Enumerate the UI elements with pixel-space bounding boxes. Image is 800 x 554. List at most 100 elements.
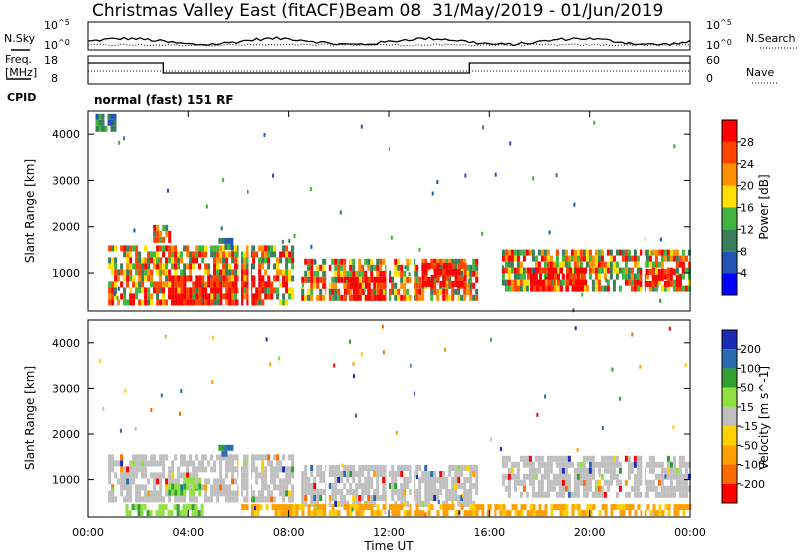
heatmap-cell [340,270,344,277]
heatmap-cell [460,280,464,287]
heatmap-cell [543,255,547,262]
heatmap-cell [439,264,443,271]
heatmap-cell [421,262,425,269]
heatmap-cell [192,281,196,288]
heatmap-cell [147,299,151,306]
heatmap-cell [231,496,235,503]
heatmap-cell [400,504,404,511]
heatmap-cell [555,455,559,462]
heatmap-cell [334,288,338,295]
heatmap-cell [165,275,169,282]
heatmap-cell [132,281,136,288]
heatmap-cell [478,504,482,511]
heatmap-cell [167,510,171,517]
heatmap-cell [588,467,592,474]
heatmap-cell [454,465,458,471]
heatmap-cell [316,501,320,507]
heatmap-cell [579,479,583,486]
heatmap-cell [225,263,229,270]
heatmap-cell [442,510,446,517]
heatmap-cell [610,504,614,511]
heatmap-cell [415,510,419,517]
heatmap-cell [355,288,359,295]
heatmap-cell [597,261,601,268]
heatmap-cell [261,275,265,282]
heatmap-cell [636,491,640,498]
heatmap-cell [313,270,317,277]
heatmap-cell [243,460,247,467]
heatmap-cell [353,374,355,379]
heatmap-cell [669,491,673,498]
heatmap-cell [171,489,175,496]
heatmap-cell [355,489,359,495]
heatmap-cell [475,483,479,489]
heatmap-cell [141,454,145,461]
heatmap-cell [192,477,196,484]
heatmap-cell [279,257,283,264]
heatmap-cell [319,495,323,501]
heatmap-cell [663,268,667,275]
heatmap-cell [585,285,589,292]
heatmap-cell [672,461,676,468]
heatmap-cell [180,269,184,276]
heatmap-cell [288,238,291,243]
heatmap-cell [286,510,290,517]
heatmap-cell [361,276,365,283]
heatmap-cell [153,224,157,231]
heatmap-cell [565,504,569,511]
heatmap-cell [117,460,121,467]
heatmap-cell [463,501,467,507]
heatmap-cell [581,292,584,297]
heatmap-cell [475,276,479,283]
heatmap-cell [358,501,362,507]
heatmap-cell [186,263,190,270]
heatmap-cell [124,388,127,393]
heatmap-cell [224,444,228,451]
heatmap-cell [165,299,169,306]
heatmap-cell [585,467,589,474]
heatmap-cell [264,245,268,252]
heatmap-cell [192,257,196,264]
heatmap-cell [376,489,380,495]
heatmap-cell [681,455,685,462]
heatmap-cell [165,454,169,461]
colorbar-tick-label: -100 [740,459,765,472]
heatmap-cell [600,267,604,274]
heatmap-cell [218,444,222,451]
heatmap-cell [564,479,568,486]
heatmap-cell [513,267,517,274]
heatmap-cell [274,504,278,511]
heatmap-cell [522,255,526,262]
heatmap-cell [445,268,449,275]
heatmap-cell [507,485,511,492]
heatmap-cell [636,455,640,462]
heatmap-cell [108,293,112,300]
heatmap-cell [334,264,338,271]
heatmap-cell [603,455,607,462]
heatmap-cell [621,255,625,262]
heatmap-cell [310,282,314,289]
heatmap-cell [110,125,114,132]
heatmap-cell [591,491,595,498]
heatmap-cell [159,478,163,485]
heatmap-cell [591,279,595,286]
heatmap-cell [463,495,467,501]
heatmap-cell [358,270,362,277]
heatmap-cell [195,496,199,503]
heatmap-cell [334,294,338,301]
heatmap-cell [576,467,580,474]
heatmap-cell [256,504,260,511]
heatmap-cell [186,483,190,490]
freq-trace [88,62,690,74]
heatmap-cell [219,251,223,258]
heatmap-cell [605,278,608,283]
heatmap-cell [376,465,380,471]
heatmap-cell [150,269,154,276]
heatmap-cell [138,460,142,467]
heatmap-cell [264,454,268,461]
heatmap-cell [546,485,550,492]
heatmap-cell [258,454,262,461]
heatmap-cell [222,251,226,258]
heatmap-cell [285,287,289,294]
heatmap-cell [135,251,139,258]
